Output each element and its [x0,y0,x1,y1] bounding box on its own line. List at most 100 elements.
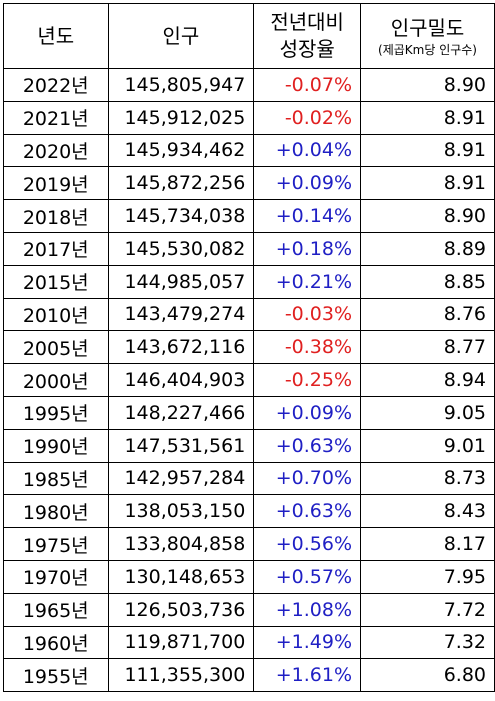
growth-rate-cell: +1.61% [253,658,362,693]
growth-rate-cell: -0.25% [253,363,362,397]
density-cell: 8.91 [360,166,495,201]
table-row: 1990년 147,531,561 +0.63% 9.01 [3,428,495,463]
growth-rate-cell: +0.63% [253,428,362,463]
year-cell: 1980년 [3,494,109,529]
growth-rate-cell: +0.18% [253,231,362,266]
table-row: 2015년 144,985,057 +0.21% 8.85 [3,264,495,299]
population-cell: 144,985,057 [107,264,255,299]
density-cell: 9.01 [360,428,495,463]
density-cell: 8.43 [360,494,495,529]
density-cell: 8.17 [360,527,495,561]
density-cell: 8.90 [360,199,495,233]
population-cell: 130,148,653 [107,559,255,594]
table-row: 2000년 146,404,903 -0.25% 8.94 [3,363,495,397]
population-cell: 143,672,116 [107,330,255,365]
population-cell: 142,957,284 [107,461,255,496]
table-row: 1960년 119,871,700 +1.49% 7.32 [3,625,495,660]
population-cell: 119,871,700 [107,625,255,660]
table-row: 2018년 145,734,038 +0.14% 8.90 [3,199,495,233]
table-body: 2022년 145,805,947 -0.07% 8.90 2021년 145,912,0… [3,68,495,693]
header-density: 인구밀도 (제곱Km당 인구수) [360,3,495,69]
population-cell: 147,531,561 [107,428,255,463]
growth-rate-cell: +0.09% [253,395,362,430]
density-cell: 8.91 [360,133,495,168]
year-cell: 1955년 [3,658,109,693]
growth-rate-cell: +0.14% [253,199,362,233]
growth-rate-cell: +0.56% [253,527,362,561]
population-cell: 146,404,903 [107,363,255,397]
table-row: 1955년 111,355,300 +1.61% 6.80 [3,658,495,693]
header-density-line1: 인구밀도 [390,15,465,40]
header-density-line2: (제곱Km당 인구수) [378,42,477,57]
table-row: 2019년 145,872,256 +0.09% 8.91 [3,166,495,201]
year-cell: 2000년 [3,363,109,397]
density-cell: 8.90 [360,68,495,102]
density-cell: 7.72 [360,592,495,627]
density-cell: 8.76 [360,297,495,332]
population-cell: 145,805,947 [107,68,255,102]
header-row: 년도 인구 전년대비 성장율 인구밀도 (제곱Km당 인구수) [3,3,495,69]
population-table: 년도 인구 전년대비 성장율 인구밀도 (제곱Km당 인구수) 2022년 145… [3,3,495,693]
table-header: 년도 인구 전년대비 성장율 인구밀도 (제곱Km당 인구수) [3,3,495,69]
table-row: 1970년 130,148,653 +0.57% 7.95 [3,559,495,594]
population-cell: 148,227,466 [107,395,255,430]
table-row: 2022년 145,805,947 -0.07% 8.90 [3,68,495,102]
growth-rate-cell: +0.21% [253,264,362,299]
year-cell: 1965년 [3,592,109,627]
year-cell: 1990년 [3,428,109,463]
growth-rate-cell: +1.49% [253,625,362,660]
header-year: 년도 [3,3,109,69]
density-cell: 8.85 [360,264,495,299]
year-cell: 2020년 [3,133,109,168]
table-row: 1995년 148,227,466 +0.09% 9.05 [3,395,495,430]
growth-rate-cell: -0.07% [253,68,362,102]
population-cell: 145,872,256 [107,166,255,201]
header-growth-line2: 성장율 [279,37,335,61]
density-cell: 8.77 [360,330,495,365]
growth-rate-cell: -0.38% [253,330,362,365]
year-cell: 2017년 [3,231,109,266]
population-cell: 138,053,150 [107,494,255,529]
table-row: 2010년 143,479,274 -0.03% 8.76 [3,297,495,332]
year-cell: 2019년 [3,166,109,201]
table-row: 1980년 138,053,150 +0.63% 8.43 [3,494,495,529]
growth-rate-cell: -0.02% [253,100,362,135]
table-row: 1975년 133,804,858 +0.56% 8.17 [3,527,495,561]
header-growth: 전년대비 성장율 [253,3,362,69]
density-cell: 8.91 [360,100,495,135]
density-cell: 9.05 [360,395,495,430]
growth-rate-cell: -0.03% [253,297,362,332]
population-cell: 145,934,462 [107,133,255,168]
growth-rate-cell: +0.09% [253,166,362,201]
table-row: 2021년 145,912,025 -0.02% 8.91 [3,100,495,135]
population-cell: 126,503,736 [107,592,255,627]
density-cell: 8.89 [360,231,495,266]
year-cell: 2010년 [3,297,109,332]
table-row: 2020년 145,934,462 +0.04% 8.91 [3,133,495,168]
year-cell: 1995년 [3,395,109,430]
density-cell: 7.32 [360,625,495,660]
header-growth-line1: 전년대비 [270,10,344,34]
growth-rate-cell: +0.57% [253,559,362,594]
table-row: 2017년 145,530,082 +0.18% 8.89 [3,231,495,266]
year-cell: 2018년 [3,199,109,233]
table-row: 1965년 126,503,736 +1.08% 7.72 [3,592,495,627]
growth-rate-cell: +0.63% [253,494,362,529]
year-cell: 2005년 [3,330,109,365]
density-cell: 7.95 [360,559,495,594]
growth-rate-cell: +1.08% [253,592,362,627]
year-cell: 1985년 [3,461,109,496]
year-cell: 2022년 [3,68,109,102]
density-cell: 6.80 [360,658,495,693]
year-cell: 1960년 [3,625,109,660]
year-cell: 2015년 [3,264,109,299]
population-cell: 145,734,038 [107,199,255,233]
table-row: 2005년 143,672,116 -0.38% 8.77 [3,330,495,365]
year-cell: 2021년 [3,100,109,135]
population-cell: 145,530,082 [107,231,255,266]
population-cell: 143,479,274 [107,297,255,332]
growth-rate-cell: +0.70% [253,461,362,496]
density-cell: 8.73 [360,461,495,496]
population-cell: 111,355,300 [107,658,255,693]
growth-rate-cell: +0.04% [253,133,362,168]
